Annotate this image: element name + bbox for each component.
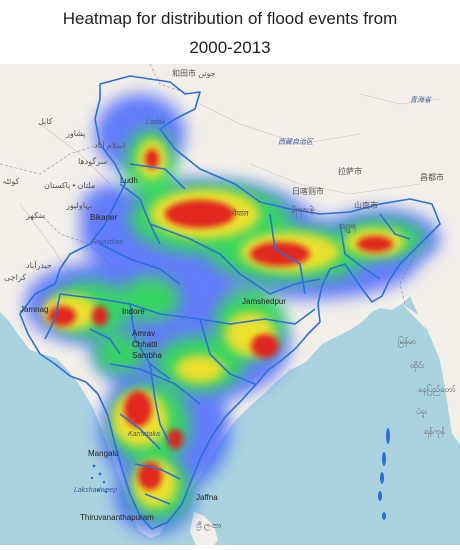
- label-nepal: नेपाल: [232, 208, 249, 218]
- label-kabul: کابل: [38, 117, 53, 126]
- label-islamabad: اسلام آباد: [94, 140, 125, 150]
- label-sargodha: سرگودھا: [78, 156, 108, 166]
- label-jaffna: Jaffna: [196, 493, 218, 502]
- label-qinghai: 青海省: [410, 96, 432, 104]
- heat-layer: [25, 94, 440, 534]
- label-myanmar-2: ထိုင်း: [410, 360, 425, 372]
- label-lhoka: 山南市: [354, 200, 378, 210]
- label-nyingchi: 昌都市: [420, 172, 444, 182]
- label-thiruvananthapuram: Thiruvananthapuram: [80, 513, 154, 522]
- label-shigatse: 日喀则市: [292, 186, 324, 196]
- label-srilanka: ශ්‍රී ලංකා: [196, 521, 222, 531]
- label-mangaluru: Mangalu: [88, 449, 119, 458]
- label-bago: ပဲခူး: [416, 406, 428, 418]
- state-boundaries: [19, 75, 441, 530]
- label-tsang: ཤིགས་རྩེ: [291, 205, 315, 218]
- label-rajasthan: Rajasthan: [92, 239, 124, 246]
- label-jamnagar: Jamnag: [20, 305, 48, 314]
- label-yangon: ရန်ကုန်: [424, 426, 446, 438]
- label-naypyi: နေပြည်တော်: [418, 384, 456, 396]
- label-indore: Indore: [122, 307, 145, 316]
- label-karachi: کراچی: [4, 273, 26, 282]
- myanmar-land: [402, 304, 460, 444]
- label-hotan: 和田市 جوتن: [172, 68, 216, 78]
- label-ludhiana: Ludh: [120, 176, 138, 185]
- label-lakshadweep: Lakshadweep: [74, 487, 117, 494]
- flood-heatmap[interactable]: 和田市 جوتن 青海省 Ladak کابل پشاور اسلام آباد…: [0, 63, 460, 545]
- label-peshawar: پشاور: [65, 129, 86, 138]
- label-hyderabad: حیدرآباد: [26, 260, 52, 270]
- label-chhattisgarh: Chhatti: [132, 340, 158, 349]
- label-sukkur: سکھر: [25, 211, 46, 220]
- label-lhasa: 拉萨市: [338, 166, 362, 176]
- label-karnataka: Karnataka: [128, 431, 160, 438]
- label-xizang: 西藏自治区: [278, 138, 314, 146]
- chart-title: Heatmap for distribution of flood events…: [0, 4, 460, 62]
- label-sambhal: Sambha: [132, 351, 162, 360]
- map-labels: 和田市 جوتن 青海省 Ladak کابل پشاور اسلام آباد…: [2, 68, 456, 531]
- label-jamshedpur: Jamshedpur: [242, 297, 286, 306]
- label-bahawalpur: بہاولپور: [65, 201, 92, 210]
- sri-lanka: [190, 512, 218, 545]
- label-amravati: Amrav: [132, 329, 155, 338]
- label-quetta: کوئٹہ: [2, 177, 19, 186]
- andaman-islands: [378, 428, 390, 520]
- lakshadweep-islands: [90, 464, 108, 494]
- title-line-2: 2000-2013: [189, 38, 271, 57]
- title-line-1: Heatmap for distribution of flood events…: [62, 9, 398, 28]
- label-myanmar: မြန်မာ: [398, 336, 416, 348]
- label-bikaner: Bikaner: [90, 213, 117, 222]
- label-multan: ملتان • پاکستان: [44, 181, 95, 190]
- label-ladakh: Ladak: [146, 119, 166, 126]
- label-bhutan: འབྲུག: [340, 223, 356, 234]
